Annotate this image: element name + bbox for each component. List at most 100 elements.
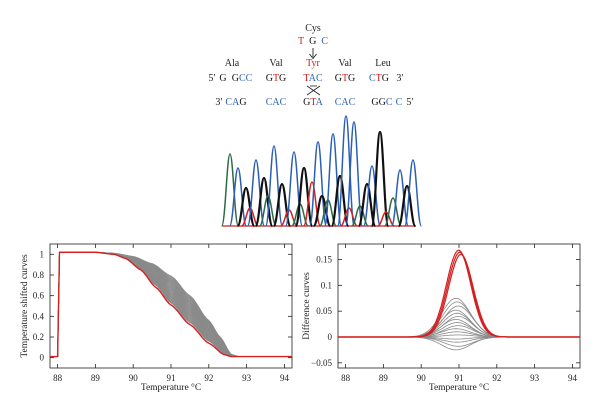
chromatogram-peak (312, 194, 332, 228)
cys-label: Cys (305, 23, 321, 34)
x-tick-label: 90 (417, 373, 427, 383)
nucleotide-letter: G (371, 97, 378, 108)
chromatogram-peak (377, 211, 395, 227)
chromatogram-peak (403, 159, 423, 227)
y-tick-label: 0.05 (316, 306, 332, 316)
nucleotide-letter: C (316, 73, 323, 84)
chromatogram-peak (254, 176, 274, 228)
bottom-strand-3prime: 3′ (215, 97, 222, 108)
chromatogram-peak (344, 121, 364, 227)
mutation-arrow (309, 48, 317, 60)
nucleotide-letter: G (232, 73, 239, 84)
substitution-cross-mark (306, 85, 321, 96)
nucleotide-letter: G (379, 97, 386, 108)
chromatogram-peak (336, 115, 356, 227)
chromatogram-peak (220, 153, 240, 227)
y-tick-label: 0.4 (33, 311, 45, 321)
red-curve (50, 251, 292, 358)
nucleotide-letter: T (342, 73, 348, 84)
bottom-codon-6: C (396, 97, 403, 108)
sequencing-chromatogram (220, 115, 423, 228)
nucleotide-letter: T (376, 73, 382, 84)
gray-difference-curve (338, 318, 580, 338)
nucleotide-letter: G (348, 73, 355, 84)
nucleotide-letter: T (298, 36, 304, 47)
nucleotide-letter: T (273, 73, 279, 84)
x-tick-label: 93 (242, 373, 252, 383)
gray-difference-curve (338, 309, 580, 338)
bottom-strand-5prime: 5′ (406, 97, 413, 108)
nucleotide-letter: G (382, 73, 389, 84)
nucleotide-letter: C (349, 97, 356, 108)
gray-difference-curve (338, 297, 580, 338)
chromatogram-peak (264, 145, 284, 227)
gray-difference-curve (338, 328, 580, 338)
gray-difference-curve (338, 331, 580, 338)
chromatogram-peak (228, 167, 248, 227)
nucleotide-letter: C (386, 97, 393, 108)
y-tick-label: 0 (328, 332, 333, 342)
y-tick-label: 0.6 (33, 291, 45, 301)
aa-val-1: Val (269, 58, 283, 69)
bottom-codon-3: GTA (303, 97, 324, 108)
gray-difference-curve (338, 336, 580, 347)
top-codon-6: CTG (369, 73, 389, 84)
chromatogram-peak (357, 182, 377, 228)
nucleotide-letter: C (246, 73, 253, 84)
chromatogram-peak (370, 130, 390, 228)
chromatogram-peak (241, 207, 259, 227)
top-codon-4: TAC (303, 73, 323, 84)
chart1-y-label: Temperature shifted curves (19, 254, 30, 358)
nucleotide-letter: G (303, 97, 310, 108)
chromatogram-peak (258, 195, 278, 227)
y-tick-label: 0.15 (316, 255, 332, 265)
x-tick-label: 89 (379, 373, 389, 383)
nucleotide-letter: G (219, 73, 226, 84)
bottom-codon-2: CAC (266, 97, 287, 108)
chart1-plot-frame (49, 243, 293, 369)
red-difference-curve (338, 251, 580, 338)
x-tick-label: 91 (167, 373, 176, 383)
y-tick-label: 0.2 (33, 332, 44, 342)
nucleotide-letter: A (341, 97, 349, 108)
x-tick-label: 90 (129, 373, 139, 383)
chromatogram-peak (294, 166, 314, 228)
chromatogram-peak (397, 184, 417, 228)
x-tick-label: 92 (492, 373, 501, 383)
nucleotide-letter: C (369, 73, 376, 84)
red-difference-curve (338, 253, 580, 338)
aa-leu: Leu (375, 58, 391, 69)
y-tick-label: 0.8 (33, 270, 45, 280)
nucleotide-letter: A (232, 97, 240, 108)
chromatogram-peak (383, 197, 403, 227)
nucleotide-letter: C (225, 97, 232, 108)
nucleotide-letter: A (316, 97, 324, 108)
nucleotide-letter: C (321, 36, 328, 47)
nucleotide-letter: G (239, 97, 246, 108)
x-tick-label: 88 (341, 373, 351, 383)
x-tick-label: 88 (53, 373, 63, 383)
x-tick-label: 89 (91, 373, 101, 383)
difference-curves-chart: Difference curves Temperature °C 88 89 90 9… (301, 243, 581, 393)
nucleotide-letter: G (309, 36, 316, 47)
x-tick-label: 91 (455, 373, 464, 383)
nucleotide-letter: C (239, 73, 246, 84)
nucleotide-letter: T (303, 73, 309, 84)
chromatogram-peak (323, 133, 343, 227)
nucleotide-letter: C (266, 97, 273, 108)
y-tick-label: −0.05 (311, 358, 332, 368)
nucleotide-letter: G (279, 73, 286, 84)
chromatogram-peak (308, 141, 328, 227)
top-codon-2: GCC (232, 73, 253, 84)
top-codon-3: GTG (266, 73, 287, 84)
top-codon-5: GTG (335, 73, 356, 84)
temperature-shifted-chart: Temperature shifted curves Temperature °… (19, 243, 293, 393)
y-tick-label: 1 (40, 249, 45, 259)
bottom-codon-1: CAG (225, 97, 246, 108)
nucleotide-letter: C (335, 97, 342, 108)
x-tick-label: 93 (530, 373, 540, 383)
aa-val-2: Val (338, 58, 352, 69)
top-codon-1: G (219, 73, 226, 84)
